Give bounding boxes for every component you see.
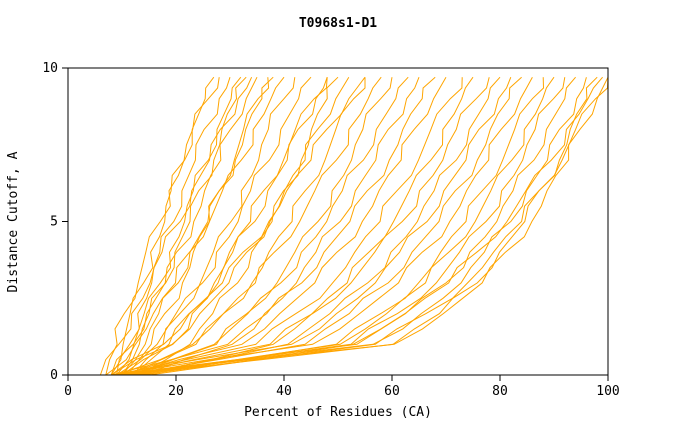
- curve-line: [121, 76, 409, 376]
- x-tick-label: 80: [492, 384, 508, 399]
- y-axis-title: Distance Cutoff, A: [6, 151, 21, 292]
- curve-line: [116, 76, 312, 376]
- curve-line: [121, 77, 328, 376]
- curve-line: [132, 77, 566, 376]
- curve-line: [132, 77, 328, 376]
- curve-line: [143, 77, 420, 376]
- curve-line: [110, 76, 215, 376]
- curve-line: [138, 77, 609, 376]
- curve-line: [110, 76, 350, 376]
- curve-line: [105, 77, 220, 376]
- curve-line: [111, 76, 576, 376]
- curve-line: [137, 76, 339, 376]
- x-tick-label: 40: [276, 384, 292, 399]
- curve-line: [148, 76, 603, 376]
- curve-line: [132, 76, 501, 376]
- curve-line: [110, 76, 258, 376]
- curve-line: [99, 76, 253, 376]
- curve-line: [116, 77, 231, 376]
- curve-line: [127, 76, 447, 376]
- curve-line: [127, 77, 366, 376]
- curve-line: [105, 76, 285, 376]
- curve-line: [111, 76, 436, 376]
- x-tick-label: 20: [168, 384, 184, 399]
- curve-line: [127, 76, 522, 376]
- plot-frame: [67, 67, 609, 376]
- curve-line: [132, 77, 296, 376]
- curve-line: [132, 77, 393, 376]
- curve-line: [116, 77, 463, 376]
- x-axis-title: Percent of Residues (CA): [244, 405, 432, 420]
- curve-line: [121, 76, 274, 376]
- y-tick-label: 10: [42, 61, 58, 76]
- x-tick-label: 0: [64, 384, 72, 399]
- curve-line: [116, 76, 609, 376]
- curve-line: [138, 76, 474, 376]
- curve-line: [116, 76, 533, 376]
- curve-line: [143, 77, 545, 376]
- curve-line: [116, 76, 242, 376]
- curve-line: [116, 76, 382, 376]
- x-tick-label: 60: [384, 384, 400, 399]
- y-tick-label: 5: [50, 215, 58, 230]
- curve-line: [121, 76, 555, 376]
- curve-line: [121, 77, 587, 376]
- chart-title: T0968s1-D1: [299, 16, 377, 31]
- curve-line: [111, 77, 512, 376]
- curve-line: [127, 77, 270, 376]
- curve-line: [110, 76, 366, 376]
- curve-line: [121, 77, 490, 376]
- plot-generated: 0 20 40 60 80 100 0 5 10: [42, 61, 619, 399]
- x-tick-label: 100: [596, 384, 619, 399]
- y-tick-label: 0: [50, 368, 58, 383]
